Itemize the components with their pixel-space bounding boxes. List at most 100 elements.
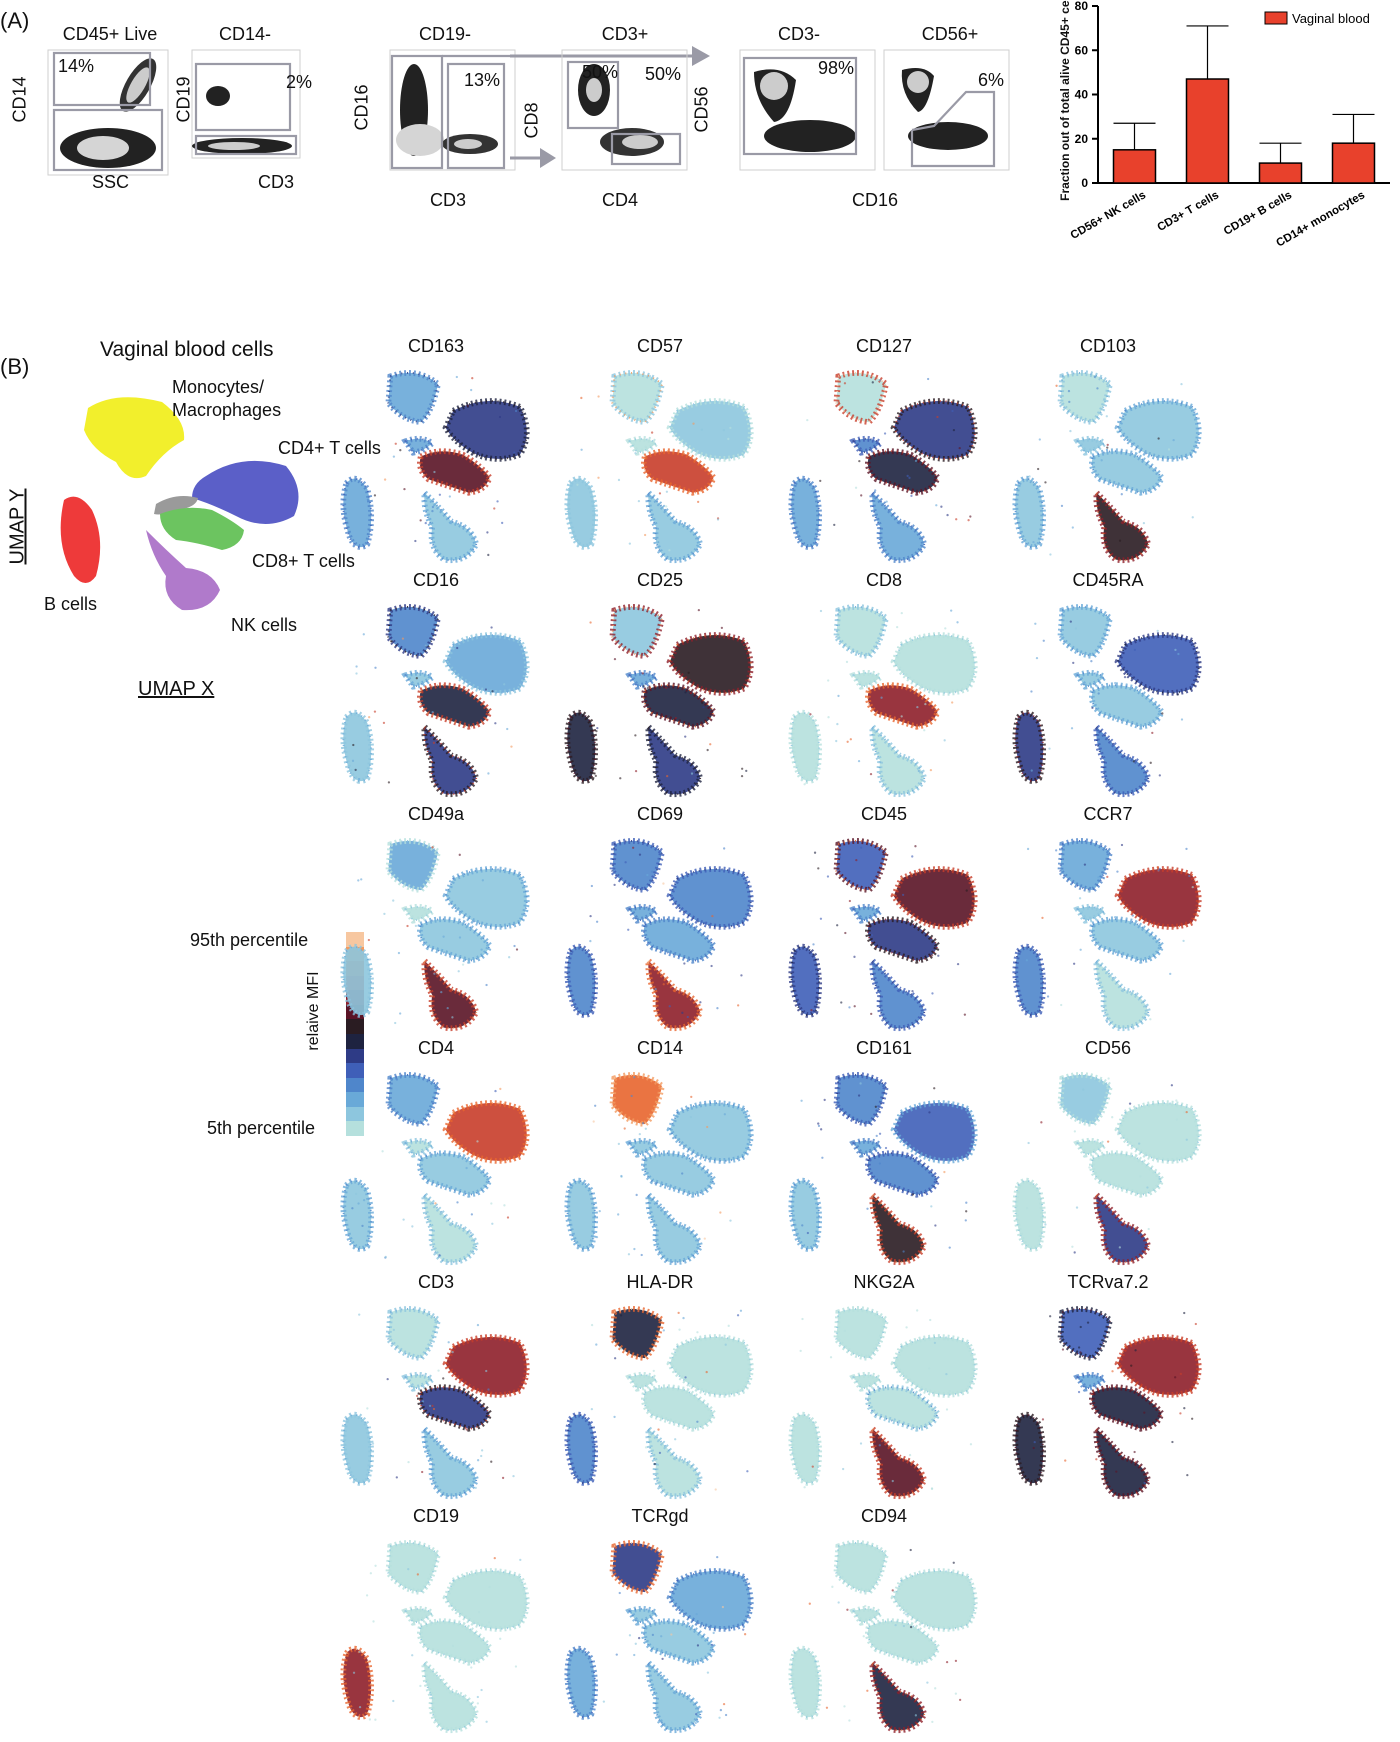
umap-dot [366,1407,369,1410]
umap-cluster-texture [865,682,941,730]
umap-dot [457,970,460,973]
umap-dot [407,1460,410,1464]
umap-speckle [1032,1311,1197,1484]
umap-dot [498,415,502,419]
umap-dot [406,924,409,928]
umap-cluster-texture [1116,634,1200,694]
umap-speckle [366,375,518,557]
umap-dot [399,1012,402,1015]
umap-dot [490,626,493,629]
umap-dot [641,1122,645,1125]
umap-dot [745,769,748,772]
umap-dot [640,1253,643,1257]
umap-cluster-texture [833,1072,890,1128]
umap-cluster [648,1194,701,1263]
umap-dot [870,1012,873,1016]
umap-cluster-texture [1093,486,1152,564]
umap-dot [878,1132,882,1135]
legend-label: Vaginal blood [1292,11,1370,26]
umap-dot [519,1558,522,1562]
umap-dot [627,928,630,931]
umap-cluster [791,1648,820,1718]
umap-cluster [836,840,886,891]
umap-dot [642,684,645,688]
scale-high-label: 95th percentile [190,930,309,950]
umap-dot [712,1631,715,1635]
umap-dot [660,1721,663,1724]
umap-dot [580,448,583,451]
umap-dot [917,769,920,773]
umap-plot [1012,838,1202,1032]
umap-dot [905,1613,908,1616]
gate-plot-1 [47,49,169,176]
umap-cluster-texture [1116,868,1200,928]
umap-speckle [800,1082,968,1253]
umap-speckle [576,374,732,552]
umap-dot [843,1329,847,1333]
umap-dot [909,1548,912,1552]
umap-dot [357,777,361,781]
umap-dot [1060,504,1064,508]
umap-plot [340,838,530,1032]
umap-cluster-texture [1089,916,1165,964]
umap-dot [1091,706,1094,710]
umap-dot [908,476,911,479]
umap-plot [788,1540,978,1734]
gate-ylabel-4: CD8 [521,102,542,139]
umap-dot [1176,693,1179,696]
y-tick-label: 60 [1075,43,1089,57]
umap-dot [687,671,690,674]
scale-swatch [346,1092,364,1107]
umap-dot [1151,731,1154,735]
umap-plot [788,838,978,1032]
umap-dot [1071,1245,1074,1248]
umap-cluster [872,726,925,795]
umap-cluster-texture [641,1150,717,1198]
umap-dot [729,1219,732,1222]
umap-dot [638,1133,641,1136]
umap-dot [643,841,646,845]
umap-cluster [1060,372,1110,423]
umap-dot [809,713,812,716]
umap-dot [633,1076,636,1079]
umap-dot [513,451,516,454]
scale-swatch [346,1077,364,1093]
umap-dot [476,1702,480,1705]
umap-dot [860,846,863,849]
umap-title-cd163: CD163 [407,336,465,356]
umap-dot [958,447,961,450]
umap-dot [1073,1130,1077,1133]
umap-cluster [872,1194,925,1263]
umap-cluster-texture [1116,1336,1200,1396]
umap-dot [431,1404,434,1408]
umap-cluster-texture [869,486,928,564]
umap-dot [442,935,445,938]
umap-dot [628,542,631,545]
umap-cluster [388,606,438,657]
umap-dot [503,1204,506,1207]
umap-dot [1191,885,1194,889]
umap-dot [389,640,393,643]
umap-dot [928,1367,931,1370]
umap-dot [967,519,970,522]
gate-pct-2: 2% [286,72,313,92]
umap-dot [806,1231,810,1235]
umap-dot [944,627,947,630]
umap-dot [1032,1446,1035,1450]
umap-speckle [1030,619,1184,777]
umap-dot [1107,1077,1110,1080]
umap-dot [1105,1020,1109,1023]
umap-dot [448,495,451,498]
umap-dot [843,382,847,385]
umap-cluster [567,478,596,548]
umap-plot [1012,1072,1202,1266]
umap-dot [470,1213,474,1216]
umap-dot [662,1329,665,1332]
umap-cluster-texture [645,720,704,798]
umap-dot [615,1653,618,1656]
umap-cluster [1015,712,1044,782]
umap-dot [940,505,943,508]
umap-speckle [589,841,743,1019]
umap-dot [1106,875,1109,879]
umap-cluster-texture [645,1422,704,1500]
